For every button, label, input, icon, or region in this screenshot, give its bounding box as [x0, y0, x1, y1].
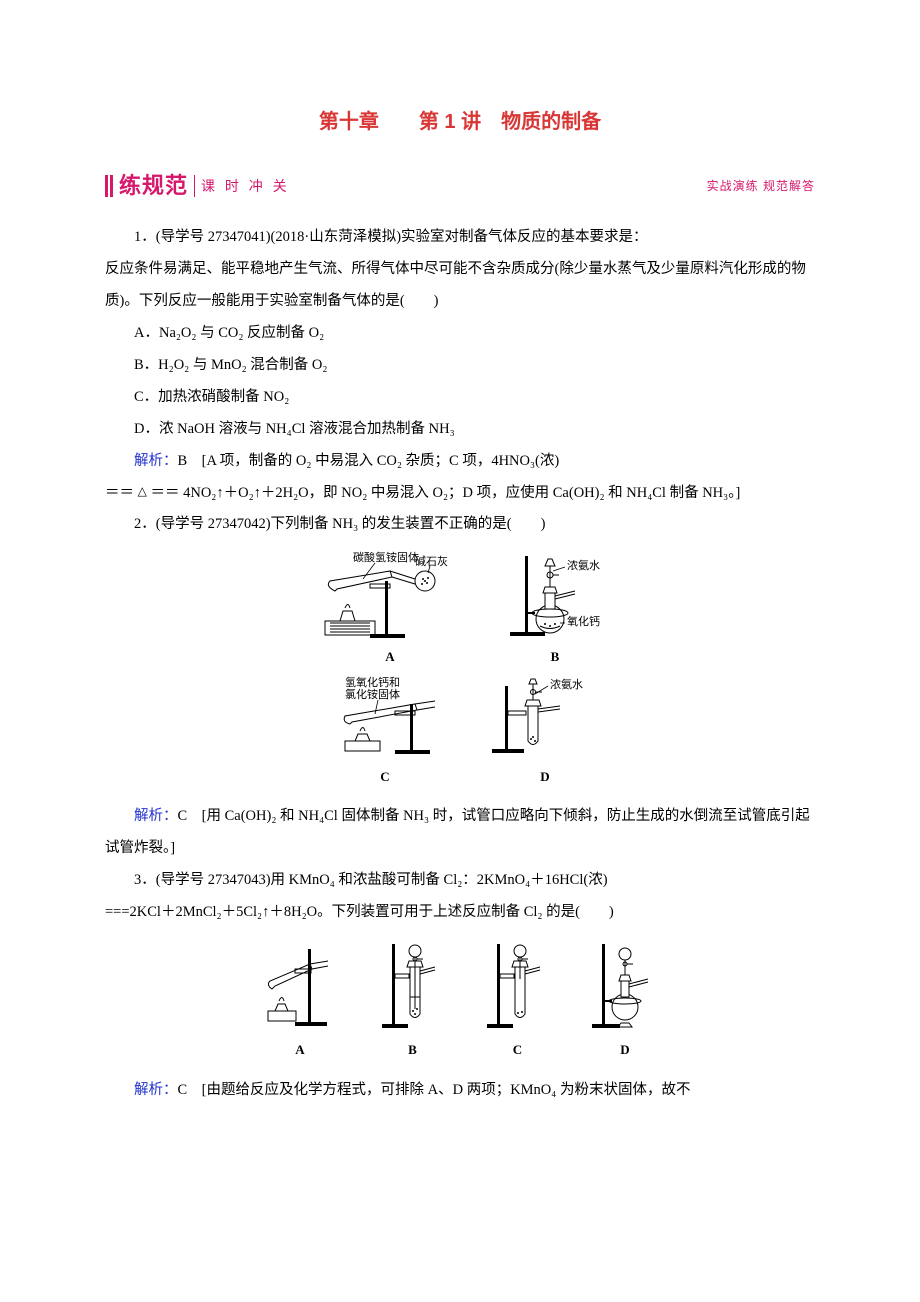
answer-label: 解析： [134, 453, 178, 469]
answer-key: C [178, 1082, 188, 1098]
fig-c-letter: C [380, 763, 389, 792]
q3-figure-group: A B [105, 939, 815, 1065]
answer-label: 解析： [134, 1082, 178, 1098]
section-header-left: 练规范 课 时 冲 关 [105, 162, 290, 210]
apparatus-d-icon: 浓氨水 [490, 676, 600, 761]
equals-icon: ＝＝ [105, 485, 138, 501]
q2-figure-group: 碳酸氢铵固体 碱石灰 [105, 551, 815, 791]
fig-b-label-bot: 氧化钙 [567, 614, 600, 628]
fig-c-label-2: 氯化铵固体 [345, 687, 400, 701]
q3-fig-row: A B [105, 939, 815, 1065]
divider-icon [194, 175, 195, 197]
chapter-title: 第十章 第 1 讲 物质的制备 [105, 100, 815, 144]
fig-b-letter: B [408, 1036, 417, 1065]
answer-key: C [178, 808, 188, 824]
q3-fig-c: C [485, 939, 550, 1065]
q1-option-a: A．Na₂O₂ 与 CO₂ 反应制备 O₂ [105, 318, 815, 350]
fig-b-letter: B [551, 643, 560, 672]
answer-label: 解析： [134, 808, 178, 824]
fig-b-label-top: 浓氨水 [567, 559, 600, 572]
q2-answer: 解析：C [用 Ca(OH)₂ 和 NH₄Cl 固体制备 NH₃ 时，试管口应略… [105, 801, 815, 865]
q1-stem-line2: 反应条件易满足、能平稳地产生气流、所得气体中尽可能不含杂质成分(除少量水蒸气及少… [105, 254, 815, 318]
q2-fig-d: 浓氨水 D [490, 676, 600, 792]
apparatus-a-icon: 碳酸氢铵固体 碱石灰 [315, 551, 465, 641]
q3-stem-line2: ===2KCl＋2MnCl₂＋5Cl₂↑＋8H₂O。下列装置可用于上述反应制备 … [105, 897, 815, 929]
apparatus-b-icon [380, 939, 445, 1034]
q1-answer-line1: 解析：B [A 项，制备的 O₂ 中易混入 CO₂ 杂质；C 项，4HNO₃(浓… [105, 446, 815, 478]
equals-icon: ＝＝ [147, 485, 180, 501]
fig-d-letter: D [540, 763, 549, 792]
q2-fig-c: 氢氧化钙和 氯化铵固体 C [320, 676, 450, 792]
apparatus-d-icon [590, 939, 660, 1034]
header-bar-icon [110, 175, 113, 197]
q1-equation: ＝＝ △ ＝＝ 4NO₂↑＋O₂↑＋2H₂O，即 NO₂ 中易混入 O₂；D 项… [105, 478, 815, 510]
section-sub-title: 课 时 冲 关 [201, 171, 290, 202]
q2-stem: 2．(导学号 27347042)下列制备 NH₃ 的发生装置不正确的是( ) [105, 509, 815, 541]
fig-c-letter: C [513, 1036, 522, 1065]
q1-option-c: C．加热浓硝酸制备 NO₂ [105, 382, 815, 414]
section-header: 练规范 课 时 冲 关 实战演练 规范解答 [105, 162, 815, 210]
header-bar-icon [105, 175, 108, 197]
heat-triangle-icon: △ [138, 478, 147, 504]
section-right-caption: 实战演练 规范解答 [707, 173, 815, 199]
fig-a-label-top: 碳酸氢铵固体 [353, 551, 419, 564]
q3-fig-a: A [260, 939, 340, 1065]
q3-stem-line1: 3．(导学号 27347043)用 KMnO₄ 和浓盐酸可制备 Cl₂：2KMn… [105, 865, 815, 897]
apparatus-b-icon: 浓氨水 氧化钙 [505, 551, 605, 641]
fig-a-label-mid: 碱石灰 [415, 554, 448, 568]
section-main-title: 练规范 [119, 162, 188, 210]
answer-key: B [178, 453, 188, 469]
q2-fig-row-1: 碳酸氢铵固体 碱石灰 [105, 551, 815, 672]
fig-c-label-1: 氢氧化钙和 [345, 676, 400, 689]
q1-stem-line1: 1．(导学号 27347041)(2018·山东菏泽模拟)实验室对制备气体反应的… [105, 222, 815, 254]
apparatus-c-icon: 氢氧化钙和 氯化铵固体 [320, 676, 450, 761]
q3-fig-b: B [380, 939, 445, 1065]
q2-fig-row-2: 氢氧化钙和 氯化铵固体 C 浓氨水 [105, 676, 815, 792]
answer-text: [用 Ca(OH)₂ 和 NH₄Cl 固体制备 NH₃ 时，试管口应略向下倾斜，… [105, 808, 810, 856]
fig-d-label: 浓氨水 [550, 678, 583, 691]
fig-d-letter: D [620, 1036, 629, 1065]
fig-a-letter: A [385, 643, 394, 672]
equation-right: 4NO₂↑＋O₂↑＋2H₂O，即 NO₂ 中易混入 O₂；D 项，应使用 Ca(… [183, 485, 740, 501]
q2-fig-b: 浓氨水 氧化钙 B [505, 551, 605, 672]
apparatus-c-icon [485, 939, 550, 1034]
q3-answer: 解析：C [由题给反应及化学方程式，可排除 A、D 两项；KMnO₄ 为粉末状固… [105, 1075, 815, 1107]
q1-option-d: D．浓 NaOH 溶液与 NH₄Cl 溶液混合加热制备 NH₃ [105, 414, 815, 446]
q3-fig-d: D [590, 939, 660, 1065]
q1-option-b: B．H₂O₂ 与 MnO₂ 混合制备 O₂ [105, 350, 815, 382]
fig-a-letter: A [295, 1036, 304, 1065]
answer-text: [A 项，制备的 O₂ 中易混入 CO₂ 杂质；C 项，4HNO₃(浓) [187, 453, 559, 469]
answer-text: [由题给反应及化学方程式，可排除 A、D 两项；KMnO₄ 为粉末状固体，故不 [187, 1082, 690, 1098]
apparatus-a-icon [260, 939, 340, 1034]
q2-fig-a: 碳酸氢铵固体 碱石灰 [315, 551, 465, 672]
